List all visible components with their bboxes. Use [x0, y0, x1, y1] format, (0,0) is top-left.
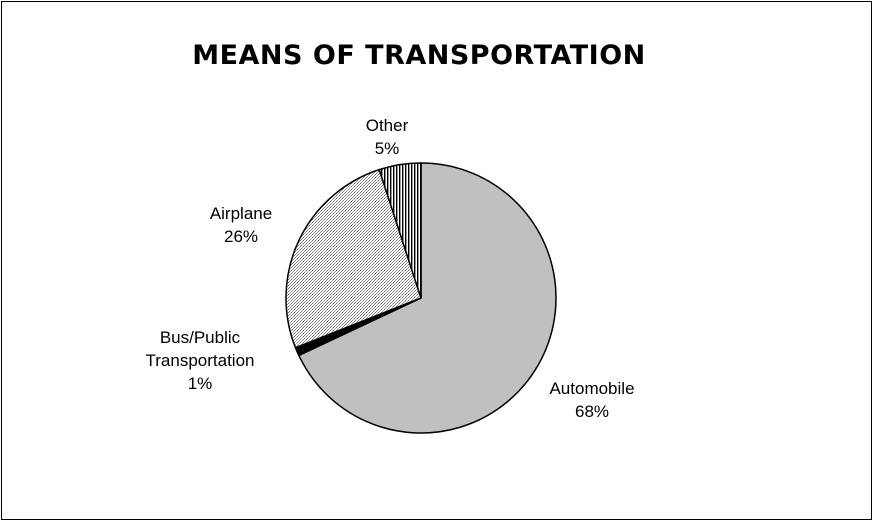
slice-percent-text: 5%	[375, 139, 400, 158]
pie-slices	[285, 162, 557, 434]
pie-slice-automobile	[298, 162, 557, 434]
slice-percent-text: 68%	[575, 402, 609, 421]
slice-label-other: Other 5%	[366, 116, 409, 158]
slice-label-automobile: Automobile 68%	[549, 379, 634, 421]
chart-title: MEANS OF TRANSPORTATION	[192, 40, 646, 71]
slice-category-text: Automobile	[549, 379, 634, 398]
slice-category-text: Airplane	[210, 204, 272, 223]
slice-label-bus-public-transportation: Bus/Public Transportation 1%	[146, 328, 255, 393]
slice-category-text: Other	[366, 116, 409, 135]
slice-percent-text: 26%	[224, 227, 258, 246]
slice-category-text: Transportation	[146, 351, 255, 370]
slice-category-text: Bus/Public	[160, 328, 241, 347]
slice-percent-text: 1%	[188, 374, 213, 393]
pie-slice-airplane	[285, 168, 422, 349]
slice-label-airplane: Airplane 26%	[210, 204, 272, 246]
pie-labels: Automobile 68% Bus/Public Transportation 1% A…	[146, 116, 635, 421]
pie-slice-other	[378, 162, 422, 299]
